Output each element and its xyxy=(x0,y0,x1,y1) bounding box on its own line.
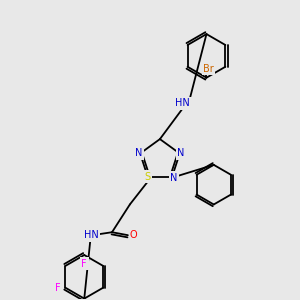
Text: F: F xyxy=(82,259,87,269)
Text: N: N xyxy=(177,148,184,158)
Text: O: O xyxy=(130,230,138,240)
Text: N: N xyxy=(135,148,143,158)
Text: HN: HN xyxy=(84,230,99,240)
Text: F: F xyxy=(55,283,60,293)
Text: N: N xyxy=(170,173,178,183)
Text: Br: Br xyxy=(203,64,214,74)
Text: HN: HN xyxy=(175,98,190,108)
Text: S: S xyxy=(145,172,151,182)
